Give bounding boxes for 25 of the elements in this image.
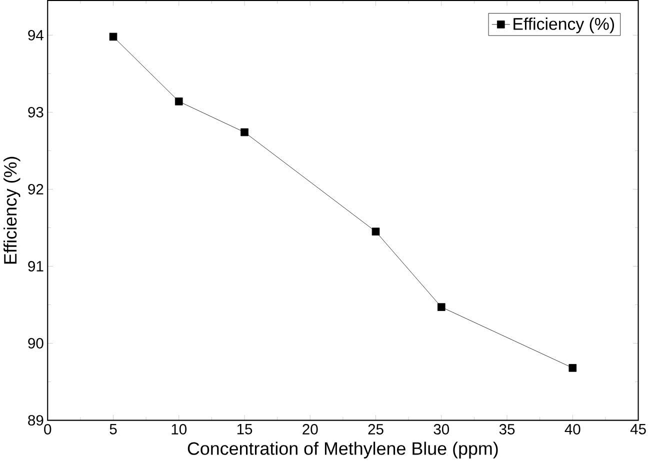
x-tick-label: 15 [237,424,252,434]
x-tick-label: 25 [368,424,384,435]
x-tick-label: 30 [434,424,450,435]
y-tick-label: 91 [28,261,44,272]
x-tick-label: 10 [172,424,187,435]
y-tick-label: 92 [28,184,44,194]
y-tick-label: 89 [28,415,44,426]
y-tick-label: 90 [28,338,44,349]
x-tick-label: 0 [44,424,52,435]
x-tick-label: 5 [110,424,117,434]
point [437,303,446,311]
point [372,228,380,236]
x-tick-label: 35 [499,424,515,435]
point [174,98,183,106]
y-tick-label: 93 [28,106,44,118]
x-tick-label: 20 [302,424,318,435]
y-axis-title: Efficiency (%) [4,156,20,264]
point [568,364,577,372]
point [109,32,118,41]
x-axis-title: Concentration of Methylene Blue (ppm) [188,442,498,458]
y-tick-label: 94 [28,30,44,40]
x-tick-label: 45 [630,424,646,434]
legend-label: Efficiency (%) [514,18,614,34]
point [240,128,248,136]
x-tick-label: 40 [564,424,580,435]
